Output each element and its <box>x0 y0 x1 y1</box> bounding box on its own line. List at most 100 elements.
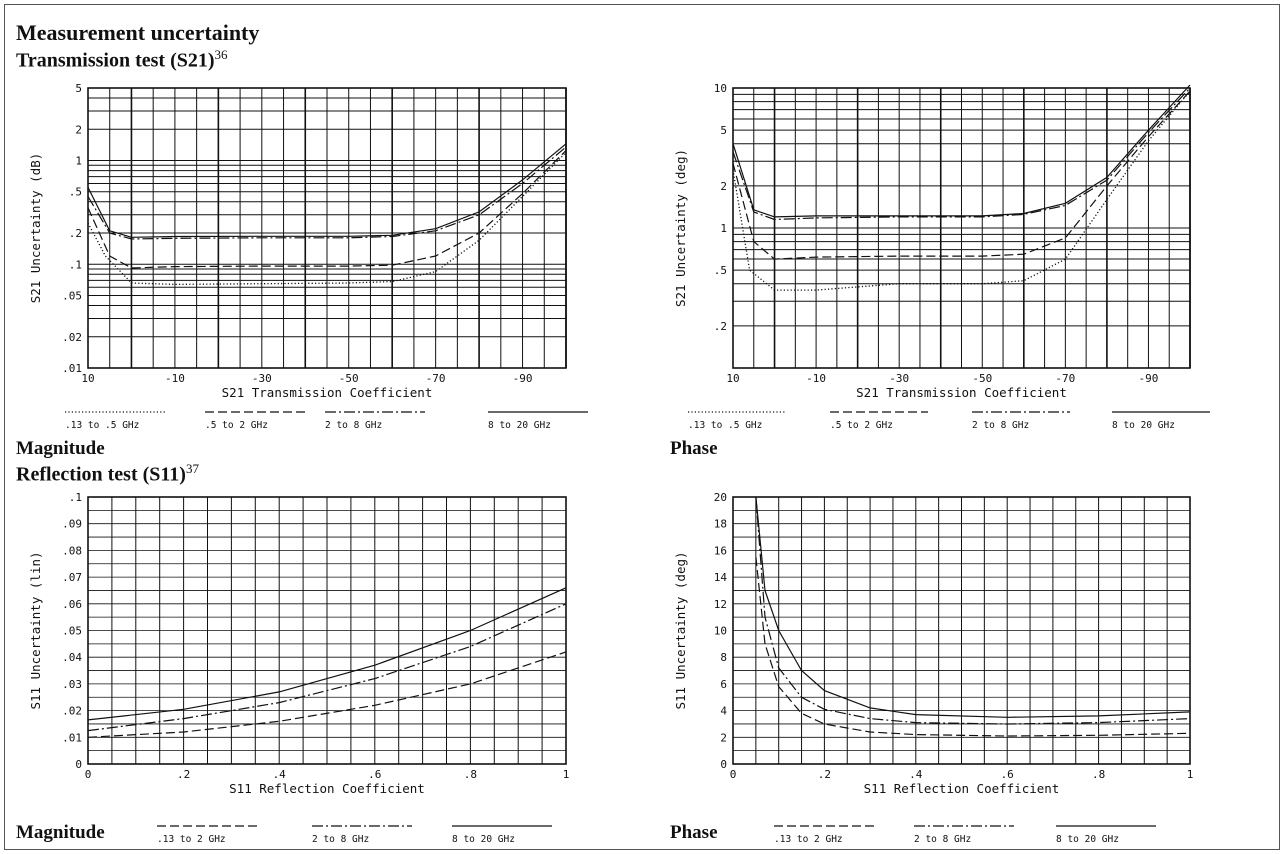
series-line <box>755 496 1191 725</box>
legend-label: 8 to 20 GHz <box>1056 834 1119 845</box>
plot-frame <box>87 87 567 369</box>
legend-label: .13 to .5 GHz <box>65 420 139 431</box>
x-tick-label: -30 <box>889 372 909 385</box>
x-tick-label: .6 <box>1001 768 1014 781</box>
series-line <box>755 557 1191 737</box>
y-axis-label: S21 Uncertainty (dB) <box>28 153 43 304</box>
y-tick-label: 1 <box>75 155 82 168</box>
y-tick-label: .04 <box>62 651 82 664</box>
x-tick-label: 0 <box>85 768 92 781</box>
caption-phase-reflection: Phase <box>670 822 718 843</box>
y-tick-label: .2 <box>714 320 727 333</box>
reflection-heading-text: Reflection test (S11) <box>16 463 186 486</box>
plot-frame <box>732 496 1191 765</box>
reflection-heading: Reflection test (S11)37 <box>16 461 199 487</box>
y-tick-label: .05 <box>62 625 82 638</box>
y-tick-label: 8 <box>720 651 727 664</box>
caption-magnitude-transmission: Magnitude <box>16 438 105 459</box>
series-line <box>87 587 567 721</box>
x-tick-label: .8 <box>464 768 477 781</box>
x-tick-label: .4 <box>273 768 287 781</box>
legend-label: 2 to 8 GHz <box>325 420 382 431</box>
series-line <box>87 150 567 269</box>
series-line <box>87 651 567 738</box>
legend-label: 8 to 20 GHz <box>488 420 551 431</box>
x-axis-label: S21 Transmission Coefficient <box>222 385 433 400</box>
y-tick-label: .02 <box>62 331 82 344</box>
series-line <box>87 143 567 238</box>
caption-phase-transmission: Phase <box>670 438 718 459</box>
x-tick-label: 0 <box>730 768 737 781</box>
y-tick-label: 2 <box>75 123 82 136</box>
series-line <box>87 603 567 732</box>
y-tick-label: .02 <box>62 705 82 718</box>
y-axis-label: S11 Uncertainty (lin) <box>28 551 43 709</box>
x-tick-label: .2 <box>818 768 831 781</box>
y-tick-label: .5 <box>69 186 82 199</box>
y-tick-label: .01 <box>62 362 82 375</box>
legend-label: 8 to 20 GHz <box>1112 420 1175 431</box>
x-tick-label: -70 <box>1055 372 1075 385</box>
legend-label: .13 to .5 GHz <box>688 420 762 431</box>
x-tick-label: .4 <box>909 768 923 781</box>
series-line <box>87 146 567 240</box>
legend-label: 8 to 20 GHz <box>452 834 515 845</box>
y-tick-label: 2 <box>720 180 727 193</box>
series-line <box>732 84 1191 218</box>
y-axis-label: S21 Uncertainty (deg) <box>673 149 688 307</box>
y-tick-label: 1 <box>720 222 727 235</box>
y-tick-label: .5 <box>714 264 727 277</box>
x-tick-label: 10 <box>726 372 739 385</box>
x-tick-label: -50 <box>339 372 359 385</box>
x-axis-label: S21 Transmission Coefficient <box>856 385 1067 400</box>
y-tick-label: 6 <box>720 678 727 691</box>
x-tick-label: 10 <box>81 372 94 385</box>
legend-label: .13 to 2 GHz <box>774 834 843 845</box>
y-tick-label: 14 <box>714 571 728 584</box>
plot-frame <box>732 87 1191 369</box>
x-axis-label: S11 Reflection Coefficient <box>229 781 425 796</box>
y-tick-label: .1 <box>69 258 82 271</box>
y-tick-label: 16 <box>714 544 727 557</box>
x-tick-label: -30 <box>252 372 272 385</box>
caption-magnitude-reflection: Magnitude <box>16 822 105 843</box>
y-tick-label: .09 <box>62 518 82 531</box>
transmission-footnote: 36 <box>214 47 228 62</box>
series-line <box>87 151 567 286</box>
y-tick-label: 5 <box>75 82 82 95</box>
transmission-heading: Transmission test (S21)36 <box>16 47 228 73</box>
y-tick-label: 10 <box>714 82 727 95</box>
x-axis-label: S11 Reflection Coefficient <box>864 781 1060 796</box>
y-axis-label: S11 Uncertainty (deg) <box>673 551 688 709</box>
legend-label: 2 to 8 GHz <box>972 420 1029 431</box>
reflection-footnote: 37 <box>185 461 199 476</box>
series-line <box>755 496 1191 718</box>
page-title: Measurement uncertainty <box>16 20 260 45</box>
transmission-heading-text: Transmission test (S21) <box>16 49 215 72</box>
legend-label: .5 to 2 GHz <box>830 420 893 431</box>
y-tick-label: 2 <box>720 731 727 744</box>
legend-label: .13 to 2 GHz <box>157 834 226 845</box>
y-tick-label: .07 <box>62 571 82 584</box>
y-tick-label: .08 <box>62 544 82 557</box>
series-line <box>732 87 1191 221</box>
legend-label: .5 to 2 GHz <box>205 420 268 431</box>
x-tick-label: -90 <box>513 372 533 385</box>
x-tick-label: -90 <box>1139 372 1159 385</box>
y-tick-label: .05 <box>62 289 82 302</box>
x-tick-label: -70 <box>426 372 446 385</box>
x-tick-label: 1 <box>563 768 570 781</box>
series-line <box>732 90 1191 260</box>
y-tick-label: .03 <box>62 678 82 691</box>
y-tick-label: 12 <box>714 598 727 611</box>
x-tick-label: .6 <box>368 768 381 781</box>
y-tick-label: 10 <box>714 625 727 638</box>
y-tick-label: 18 <box>714 518 727 531</box>
x-tick-label: 1 <box>1187 768 1194 781</box>
legend-label: 2 to 8 GHz <box>914 834 971 845</box>
page-frame <box>4 4 1280 850</box>
series-line <box>732 90 1191 291</box>
